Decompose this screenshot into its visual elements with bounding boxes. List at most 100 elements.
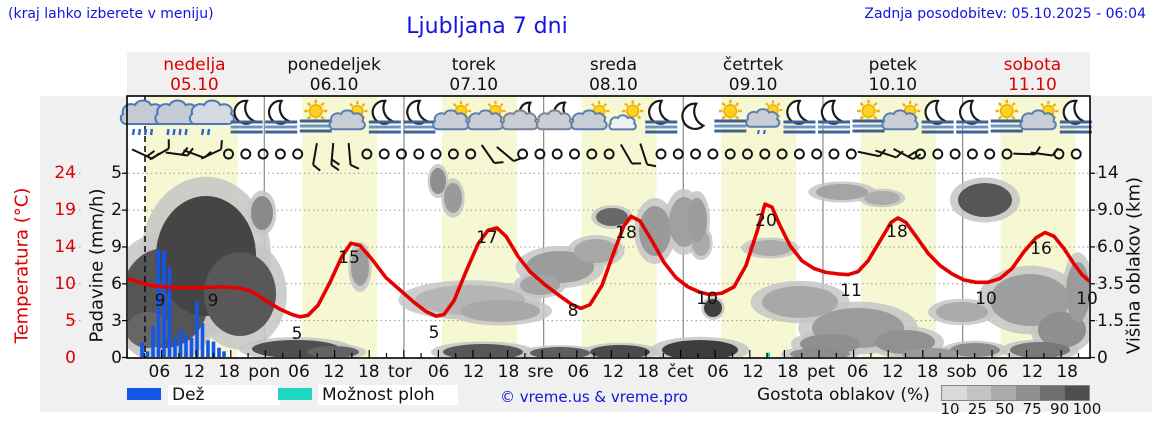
weather-icon-sunclouddrizzle <box>745 100 783 135</box>
wind-calm-circle <box>465 148 477 160</box>
sun-ray <box>859 115 865 120</box>
precip-bar <box>156 249 161 357</box>
sun-ray <box>499 103 504 107</box>
showers-legend-swatch <box>278 388 312 400</box>
moon-shape <box>371 99 394 125</box>
sun-shape <box>857 99 880 123</box>
temperature-curve <box>128 202 1089 319</box>
cloud-blob <box>990 274 1070 326</box>
weather-icon-suncloud <box>328 100 368 131</box>
cloud-blob <box>574 239 618 263</box>
precip-bar <box>145 351 150 357</box>
cloud-height-axis-title: Višina oblakov (km) <box>1123 176 1145 355</box>
density-step <box>991 386 1016 400</box>
wind-barb-feather <box>312 164 321 172</box>
wind-calm-circle <box>915 148 926 160</box>
wind-barb-shaft <box>480 144 496 164</box>
moon-shape <box>820 99 843 125</box>
weather-icon-moonfog <box>368 99 401 134</box>
wind-barb <box>330 142 340 171</box>
wind-barb-shaft <box>1013 152 1036 156</box>
cloud-shape <box>881 109 919 131</box>
cloud-shape <box>432 109 470 131</box>
wind-barb-shaft <box>893 147 914 161</box>
precip-bar <box>206 340 210 357</box>
cloud-blob <box>596 208 628 226</box>
cloud-blob <box>526 251 594 283</box>
weather-icon-suncloud <box>881 100 921 131</box>
precip-axis-title: Padavine (mm/h) <box>86 188 108 343</box>
cloud-shape <box>608 114 637 131</box>
cloud-shape <box>535 109 574 131</box>
wind-calm-circle <box>413 148 425 160</box>
wind-calm-circle <box>274 148 286 160</box>
sun-ray <box>1011 102 1016 107</box>
weather-icon-rain <box>119 99 166 136</box>
sun-ray <box>320 115 325 120</box>
wind-barb-feather <box>220 140 223 150</box>
moon-shape <box>958 99 982 125</box>
wind-barb-shaft <box>131 148 153 160</box>
weather-icon-moonfog <box>230 99 263 134</box>
cloud-blob <box>251 196 273 230</box>
precip-bar <box>167 267 172 357</box>
cloud-blob <box>1010 342 1070 357</box>
wind-calm-circle <box>240 148 252 160</box>
weather-icon-moon <box>681 102 706 130</box>
wind-calm-circle <box>447 148 459 160</box>
cloud-blob <box>204 252 276 336</box>
cloud-blob <box>902 348 958 357</box>
wind-barb-feather <box>330 164 340 171</box>
wind-calm-circle <box>223 148 234 160</box>
wind-calm-circle <box>811 148 823 160</box>
cloud-blob <box>958 183 1012 217</box>
sun-ray <box>361 103 366 107</box>
wind-barb-shaft <box>183 149 205 159</box>
weather-icon-moonfog <box>783 99 816 134</box>
cloud-blob <box>430 168 446 194</box>
sun-ray <box>873 115 878 120</box>
sun-shape <box>718 99 742 123</box>
cloud-blob <box>936 302 988 322</box>
weather-icon-drizzle <box>188 99 235 136</box>
moon-shape <box>924 99 947 125</box>
sun-disc <box>308 104 323 118</box>
weather-icon-suncloud2 <box>608 100 644 131</box>
sun-ray <box>636 115 642 120</box>
wind-barb-feather <box>895 150 904 159</box>
sun-ray <box>721 115 726 120</box>
wind-calm-circle <box>603 148 615 160</box>
wind-calm-circle <box>672 148 684 160</box>
page-title: Ljubljana 7 dni <box>406 14 568 39</box>
cloud-blob <box>443 344 523 357</box>
moon-shape <box>648 99 671 125</box>
precip-bar <box>173 337 177 357</box>
weather-icon-mooncloud <box>501 101 539 131</box>
rain-marks <box>206 128 211 136</box>
cloud-blob <box>460 300 540 322</box>
sun-ray <box>765 102 770 107</box>
weather-icon-sunfog <box>990 99 1023 133</box>
wind-barb-feather <box>494 161 504 165</box>
wind-calm-circle <box>776 148 788 160</box>
wind-calm-circle <box>966 148 978 160</box>
precip-bar <box>184 334 188 357</box>
weather-icon-moonfog <box>956 99 989 134</box>
weather-icon-suncloud <box>1019 100 1059 131</box>
sun-shape <box>995 99 1019 123</box>
weather-icon-moonfog <box>1059 99 1092 134</box>
wind-calm-circle <box>569 148 580 160</box>
rain-marks <box>166 128 170 136</box>
weather-icon-moonfog <box>818 99 850 134</box>
precip-bar <box>162 250 166 357</box>
wind-calm-circle <box>932 148 944 160</box>
wind-barb-shaft <box>875 149 897 159</box>
cloud-blob <box>1038 312 1086 348</box>
cloud-density-legend-label: Gostota oblakov (%) <box>757 385 930 405</box>
wind-barb-shaft <box>330 142 335 166</box>
cloud-blob <box>687 198 707 242</box>
wind-barb-shaft <box>857 150 880 158</box>
temperature-axis-title: Temperatura (°C) <box>11 187 33 344</box>
wind-calm-circle <box>292 148 304 160</box>
